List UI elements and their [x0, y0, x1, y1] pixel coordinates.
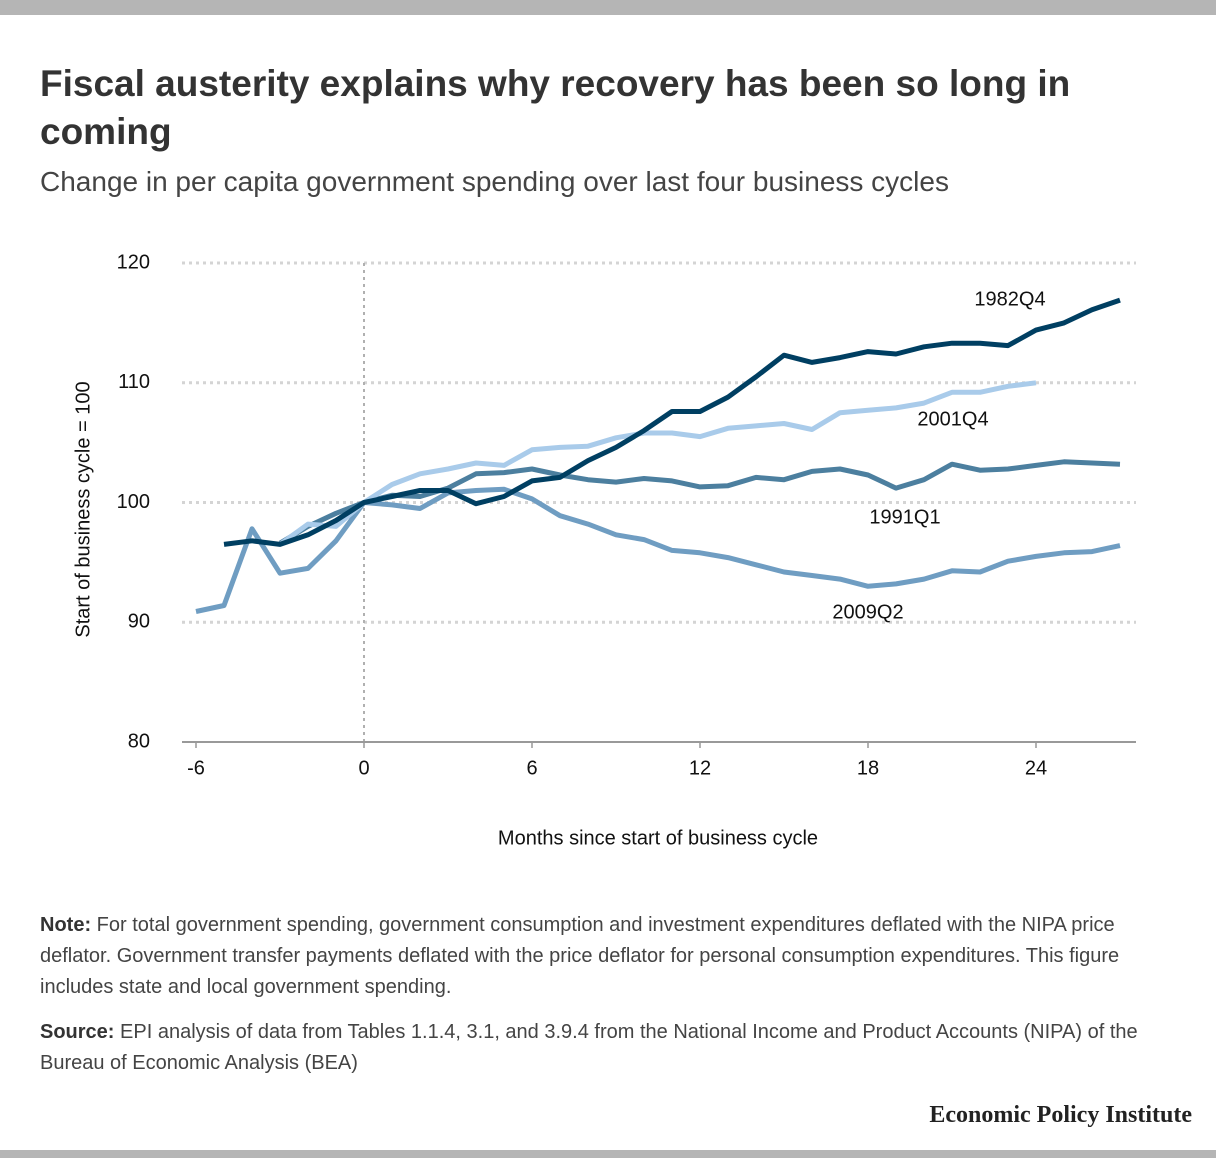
chart: 80 90 100 110 120 -6 0 6 12 18 24 Months since star…: [72, 251, 1136, 849]
source: Source: EPI analysis of data from Tables…: [40, 1017, 1180, 1079]
bottom-bar: [0, 1150, 1216, 1158]
x-tick-label: 12: [689, 757, 711, 779]
y-tick-label: 100: [117, 491, 150, 513]
series-line: [278, 380, 1037, 547]
y-axis-title: Start of business cycle = 100: [72, 381, 94, 637]
note-label: Note:: [40, 914, 92, 936]
chart-subtitle: Change in per capita government spending…: [40, 166, 949, 197]
x-axis-title: Months since start of business cycle: [498, 827, 818, 849]
top-bar: [0, 0, 1216, 15]
y-tick-label: 120: [117, 251, 150, 273]
note-text: For total government spending, governmen…: [40, 914, 1120, 998]
source-label: Source:: [40, 1021, 115, 1043]
x-tick-label: 18: [857, 757, 879, 779]
series-label: 1982Q4: [974, 288, 1045, 310]
series-line: [278, 459, 1121, 546]
y-tick-label: 80: [128, 730, 150, 752]
brand: Economic Policy Institute: [929, 1102, 1192, 1128]
x-tick-label: 24: [1025, 757, 1047, 779]
source-text: EPI analysis of data from Tables 1.1.4, …: [40, 1021, 1138, 1074]
y-tick-label: 110: [118, 371, 150, 393]
series-line: [195, 486, 1121, 614]
series-label: 1991Q1: [869, 506, 940, 528]
series-line: [223, 297, 1121, 547]
x-tick-label: -6: [187, 757, 205, 779]
chart-title: Fiscal austerity explains why recovery h…: [40, 63, 1071, 152]
x-tick-label: 0: [358, 757, 369, 779]
series-label: 2001Q4: [917, 408, 988, 430]
y-tick-label: 90: [128, 611, 150, 633]
x-tick-label: 6: [526, 757, 537, 779]
note: Note: For total government spending, gov…: [40, 910, 1180, 1003]
series-label: 2009Q2: [832, 601, 903, 623]
